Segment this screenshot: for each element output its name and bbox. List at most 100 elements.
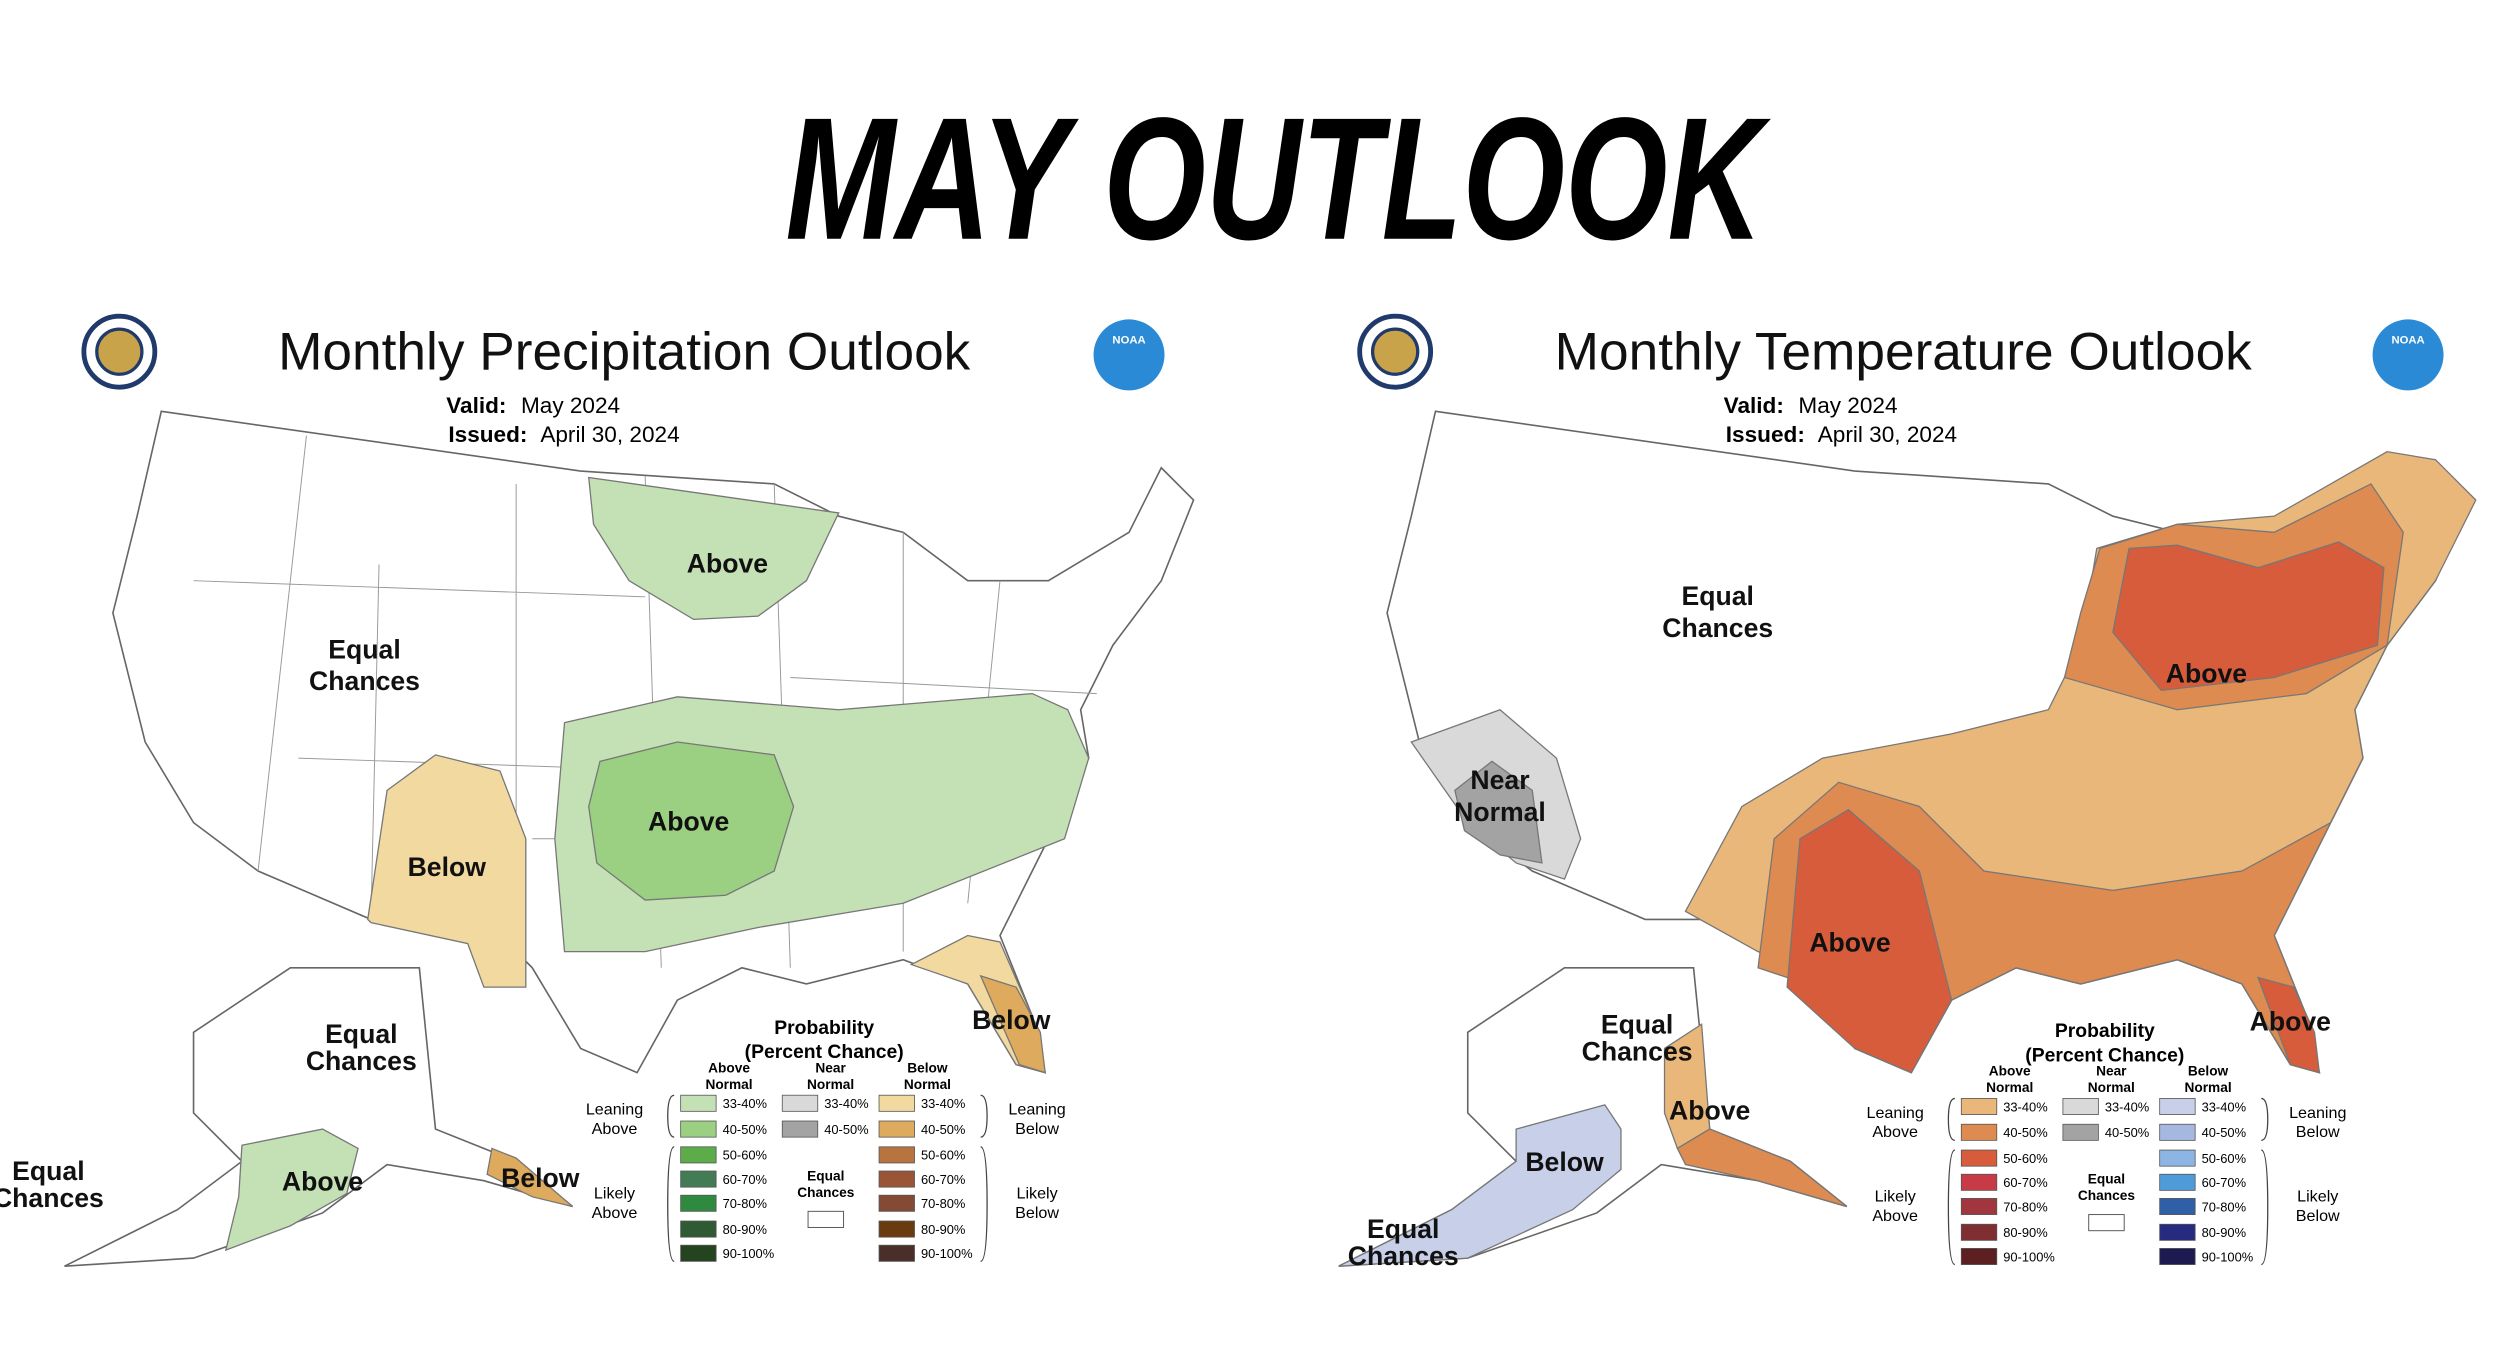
zone: [979, 974, 1046, 1074]
legend-brace: [980, 1146, 988, 1262]
legend-column-header wrap: Above Normal: [1986, 1064, 2033, 1095]
region-label: Above: [282, 1166, 363, 1196]
zone: [367, 754, 527, 988]
legend-brace: [1947, 1149, 1956, 1266]
legend-swatch: [1960, 1098, 1998, 1115]
valid-label: Valid:: [1724, 393, 1784, 418]
zone: [588, 741, 795, 901]
region-label: Above: [2250, 1007, 2331, 1037]
legend: Probability(Percent Chance)Above Normal 33…: [1866, 1020, 2346, 1266]
region-label: Equal Chances: [306, 1019, 417, 1076]
legend-swatch: [2159, 1248, 2196, 1265]
legend-group-label: Likely Below: [1015, 1184, 1059, 1221]
legend-swatch: [1960, 1223, 1998, 1241]
legend-bin-label: 33-40%: [824, 1096, 868, 1111]
legend-swatch: [878, 1244, 915, 1262]
legend-bin-label: 80-90%: [921, 1222, 965, 1237]
zone: [1338, 1104, 1622, 1267]
legend-group-label: Leaning Below: [1008, 1101, 1065, 1138]
region-label: Below: [972, 1005, 1051, 1035]
legend-swatch: [878, 1146, 915, 1164]
legend-swatch: [680, 1244, 717, 1262]
legend-bin-label: 60-70%: [921, 1172, 965, 1187]
legend-swatch: [680, 1120, 717, 1138]
map-title: Monthly Temperature Outlook: [1555, 322, 2253, 381]
noaa-logo: [2372, 319, 2444, 391]
region-label: Equal Chances: [0, 1156, 104, 1213]
legend-swatch: [2062, 1123, 2099, 1141]
region-label: Equal Chances: [1662, 581, 1773, 643]
legend-title: Probability: [2055, 1020, 2155, 1042]
seal-inner: [95, 327, 144, 376]
legend-swatch: [680, 1146, 717, 1164]
valid-label: Valid:: [446, 393, 506, 418]
legend-bin-label: 90-100%: [2003, 1249, 2055, 1264]
legend-bin-label: 60-70%: [2003, 1175, 2047, 1190]
legend-bin-label: 33-40%: [2202, 1099, 2246, 1114]
zone: [587, 476, 840, 621]
legend: Probability(Percent Chance)Above Normal 33…: [586, 1017, 1066, 1262]
region-labels: Above Equal Chances Above Below Below Equ…: [0, 549, 1051, 1214]
legend-bin-label: 40-50%: [723, 1122, 767, 1137]
legend-bin-label: 50-60%: [723, 1148, 767, 1163]
legend-equal-chances: Equal Chances: [2078, 1172, 2135, 1203]
alaska-outline: [64, 966, 574, 1267]
legend-swatch: [1960, 1149, 1998, 1167]
legend-group-label: Leaning Above: [586, 1101, 643, 1138]
issued-label: Issued:: [1726, 422, 1805, 447]
forecast-zones: [1338, 450, 2477, 1267]
legend-swatch: [1960, 1198, 1998, 1215]
legend-bin-label: 60-70%: [2202, 1175, 2246, 1190]
legend-bin-label: 50-60%: [921, 1148, 965, 1163]
valid-value: May 2024: [1798, 393, 1897, 418]
noaa-logo: [1093, 319, 1165, 391]
legend-swatch: [2062, 1098, 2099, 1115]
legend-group-label: Likely Above: [1872, 1188, 1918, 1225]
legend-swatch: [878, 1220, 915, 1238]
legend-bin-label: 70-80%: [723, 1196, 767, 1211]
legend-bin-label: 40-50%: [921, 1122, 965, 1137]
zone: [224, 1128, 359, 1252]
zone: [2112, 541, 2385, 692]
legend-bin-label: 50-60%: [2003, 1151, 2047, 1166]
legend-column-header wrap: Below Normal: [2184, 1064, 2231, 1095]
legend-bin-label: 33-40%: [723, 1096, 767, 1111]
legend-bin-label: 33-40%: [921, 1096, 965, 1111]
legend-bin-label: 70-80%: [2202, 1199, 2246, 1214]
legend-swatch: [807, 1210, 845, 1228]
legend-brace: [2260, 1149, 2269, 1266]
legend-bin-label: 33-40%: [2003, 1099, 2047, 1114]
legend-swatch: [1960, 1173, 1998, 1191]
legend-bin-label: 60-70%: [723, 1172, 767, 1187]
zone: [1786, 808, 1953, 1074]
legend-bin-label: 50-60%: [2202, 1151, 2246, 1166]
legend-group-label: Likely Below: [2296, 1188, 2340, 1225]
legend-bin-label: 90-100%: [921, 1246, 973, 1261]
valid-value: May 2024: [521, 393, 620, 418]
legend-group-label: Likely Above: [592, 1184, 638, 1221]
legend-brace: [1947, 1097, 1955, 1142]
legend-brace: [980, 1094, 988, 1138]
region-label: Equal Chances: [1348, 1214, 1459, 1271]
legend-column-header wrap: Above Normal: [705, 1060, 752, 1091]
region-label: Equal Chances: [1582, 1009, 1693, 1066]
region-label: Above: [2166, 658, 2247, 688]
legend-title: Probability: [774, 1017, 874, 1039]
legend-swatch: [2159, 1098, 2196, 1115]
page-title: MAY OUTLOOK: [785, 81, 1771, 276]
region-label: Near Normal: [1454, 765, 1546, 827]
legend-bin-label: 40-50%: [2202, 1125, 2246, 1140]
legend-group-label: Leaning Above: [1866, 1104, 1923, 1141]
region-label: Below: [408, 852, 487, 882]
legend-swatch: [2159, 1223, 2196, 1241]
legend-bin-label: 90-100%: [2202, 1249, 2254, 1264]
legend-bin-label: 80-90%: [2003, 1225, 2047, 1240]
map-title: Monthly Precipitation Outlook: [278, 322, 971, 381]
seal-inner: [1370, 327, 1420, 376]
issued-value: April 30, 2024: [540, 422, 679, 447]
legend-swatch: [1960, 1123, 1998, 1141]
legend-swatch: [680, 1094, 717, 1112]
forecast-zones: [224, 476, 1090, 1252]
